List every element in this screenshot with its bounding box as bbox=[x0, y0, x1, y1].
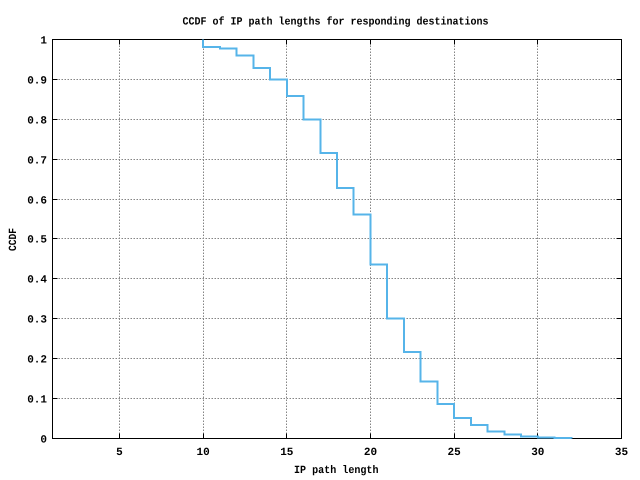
svg-text:20: 20 bbox=[364, 447, 377, 459]
svg-text:30: 30 bbox=[531, 447, 544, 459]
svg-text:0.7: 0.7 bbox=[27, 156, 47, 168]
svg-text:CCDF: CCDF bbox=[8, 228, 20, 251]
svg-text:10: 10 bbox=[197, 447, 210, 459]
svg-text:15: 15 bbox=[280, 447, 294, 459]
svg-text:0.8: 0.8 bbox=[27, 116, 47, 128]
svg-text:0.6: 0.6 bbox=[27, 196, 47, 208]
svg-text:0.3: 0.3 bbox=[27, 315, 47, 327]
svg-text:0: 0 bbox=[40, 435, 47, 447]
svg-text:5: 5 bbox=[116, 447, 123, 459]
svg-text:IP path length: IP path length bbox=[294, 465, 379, 477]
svg-text:0.4: 0.4 bbox=[27, 275, 47, 287]
svg-text:CCDF of IP path lengths for re: CCDF of IP path lengths for responding d… bbox=[183, 16, 489, 29]
svg-text:0.9: 0.9 bbox=[27, 76, 47, 88]
svg-text:1: 1 bbox=[40, 36, 47, 48]
svg-text:0.2: 0.2 bbox=[27, 355, 47, 367]
svg-text:35: 35 bbox=[615, 447, 629, 459]
svg-text:0.5: 0.5 bbox=[27, 235, 47, 247]
svg-text:0.1: 0.1 bbox=[27, 395, 47, 407]
svg-text:25: 25 bbox=[448, 447, 462, 459]
